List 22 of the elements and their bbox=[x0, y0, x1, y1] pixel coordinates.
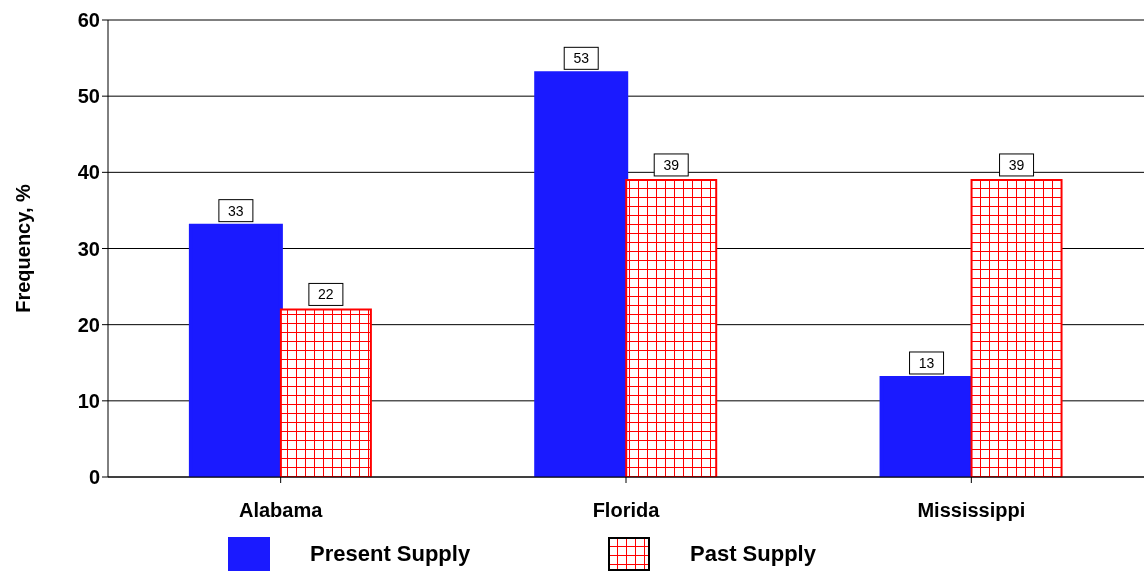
y-tick-label: 40 bbox=[77, 161, 100, 184]
x-tick-label: Mississippi bbox=[917, 499, 1026, 522]
data-label: 22 bbox=[318, 286, 334, 303]
y-axis-title: Frequency, % bbox=[12, 184, 35, 313]
bar bbox=[279, 308, 372, 477]
y-tick-label: 20 bbox=[77, 313, 100, 336]
data-label: 39 bbox=[1008, 156, 1025, 173]
y-tick-label: 0 bbox=[88, 466, 100, 489]
x-tick-label: Florida bbox=[592, 499, 661, 522]
x-tick-label: Alabama bbox=[238, 499, 324, 522]
data-label: 33 bbox=[228, 202, 244, 219]
y-tick-label: 50 bbox=[77, 85, 100, 108]
y-tick-label: 10 bbox=[77, 389, 100, 412]
bar bbox=[970, 178, 1063, 477]
y-tick-label: 60 bbox=[77, 9, 100, 32]
data-label: 13 bbox=[918, 354, 935, 371]
bar bbox=[625, 178, 718, 477]
data-label: 39 bbox=[663, 156, 680, 173]
y-tick-label: 30 bbox=[77, 237, 100, 260]
legend-label: Present Supply bbox=[310, 541, 471, 567]
legend-label: Past Supply bbox=[690, 541, 816, 567]
data-label: 53 bbox=[573, 50, 590, 67]
